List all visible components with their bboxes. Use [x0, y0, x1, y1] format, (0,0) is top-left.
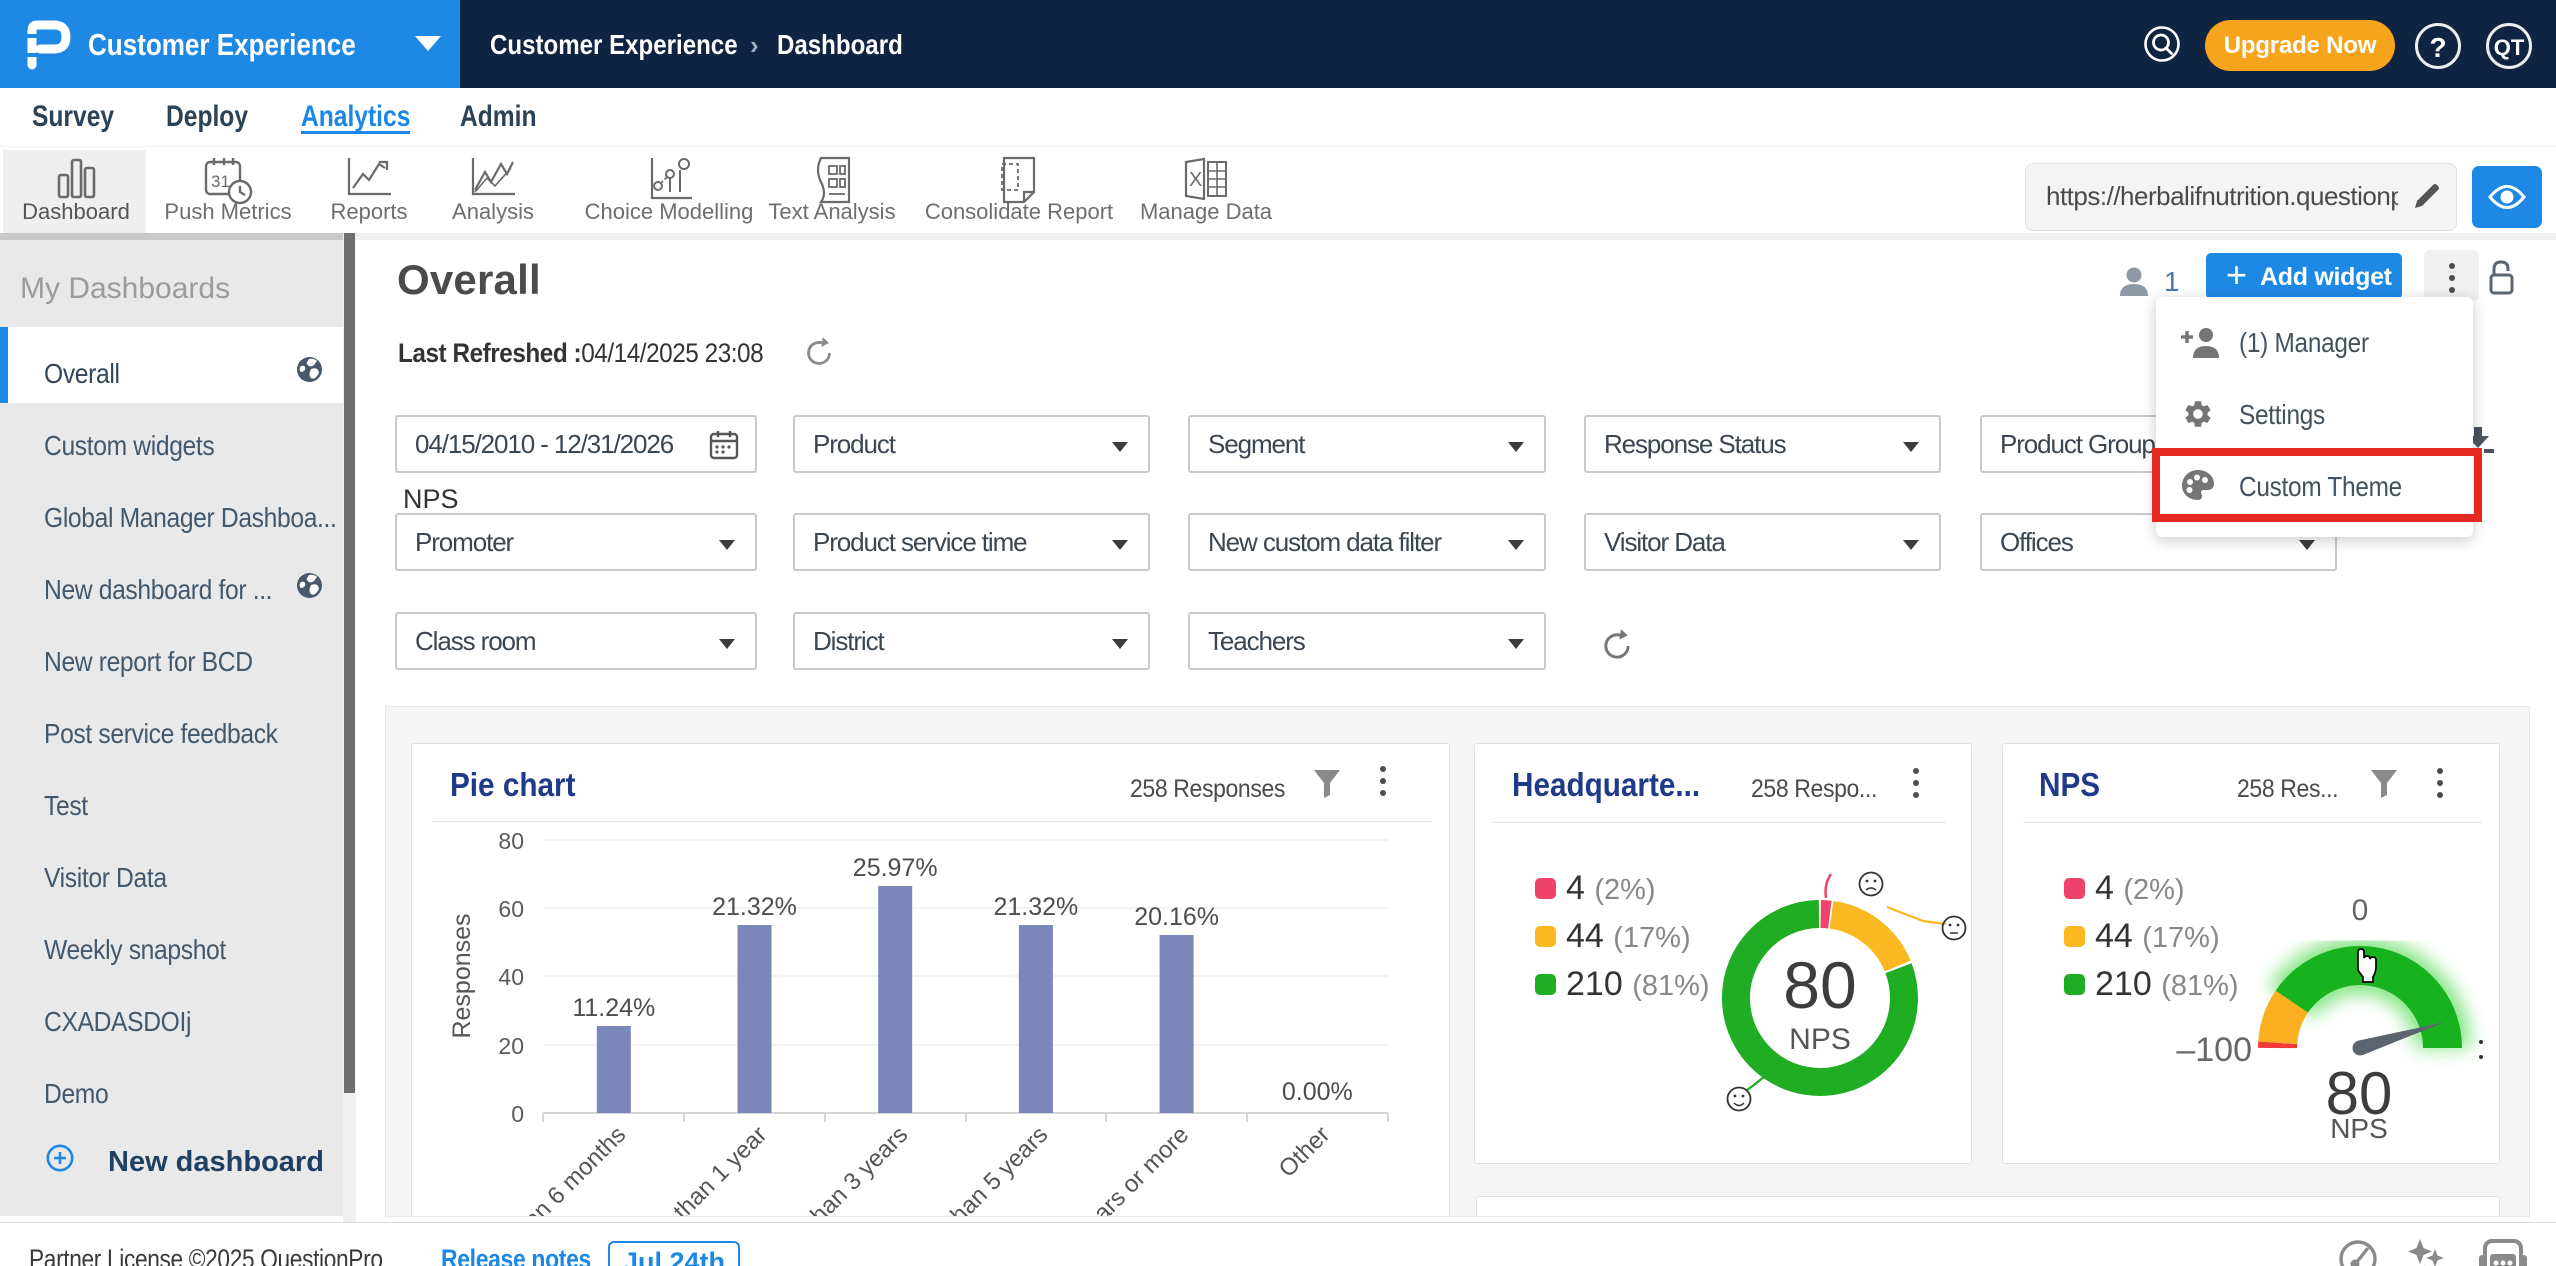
svg-text:NPS: NPS — [2330, 1113, 2388, 1144]
svg-text:an 6 months: an 6 months — [519, 1121, 631, 1217]
svg-text:0: 0 — [2352, 894, 2369, 927]
svg-text:11.24%: 11.24% — [572, 994, 655, 1022]
svg-text:ears or more: ears or more — [1079, 1121, 1194, 1217]
svg-text:–100: –100 — [2176, 1031, 2252, 1069]
svg-text:than 5 years: than 5 years — [941, 1121, 1053, 1217]
svg-text:20: 20 — [498, 1033, 524, 1059]
svg-text:80: 80 — [2326, 1060, 2393, 1127]
svg-text:40: 40 — [498, 964, 524, 990]
svg-text:60: 60 — [498, 896, 524, 922]
svg-text:NPS: NPS — [1789, 1023, 1851, 1056]
svg-text:Other: Other — [1274, 1121, 1336, 1183]
svg-text:0.00%: 0.00% — [1282, 1078, 1353, 1106]
svg-text:80: 80 — [1783, 948, 1856, 1022]
svg-text:21.32%: 21.32% — [712, 893, 797, 921]
svg-text:s than 1 year: s than 1 year — [655, 1121, 772, 1217]
svg-text:Responses: Responses — [448, 913, 476, 1038]
svg-text:20.16%: 20.16% — [1134, 903, 1219, 931]
svg-text:X: X — [1189, 169, 1202, 191]
svg-text:0: 0 — [511, 1101, 524, 1127]
svg-text:21.32%: 21.32% — [994, 893, 1079, 921]
svg-text:31: 31 — [211, 172, 230, 191]
svg-text:25.97%: 25.97% — [853, 854, 938, 882]
svg-text:80: 80 — [498, 828, 524, 854]
svg-text:than 3 years: than 3 years — [801, 1121, 913, 1217]
